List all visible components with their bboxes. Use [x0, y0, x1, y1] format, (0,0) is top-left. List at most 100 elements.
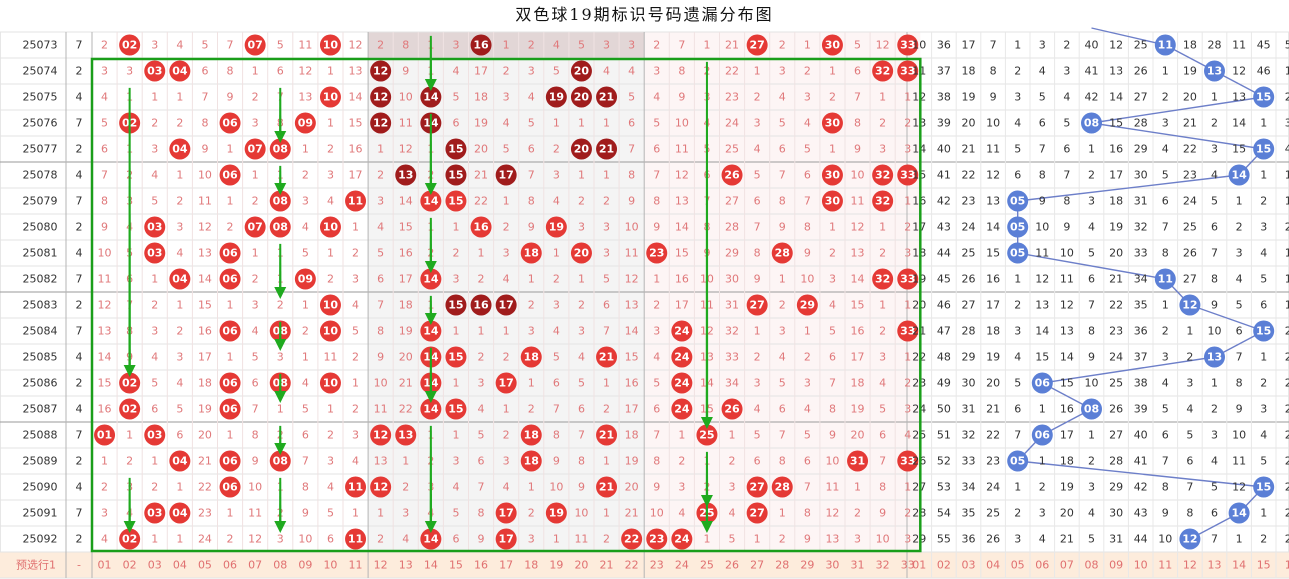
red-miss-value: 3: [126, 65, 133, 78]
red-miss-value: 33: [725, 351, 739, 364]
red-miss-value: 13: [198, 247, 212, 260]
red-ball-number: 33: [900, 325, 915, 338]
red-miss-value: 9: [553, 455, 560, 468]
blue-miss-value: 16: [1060, 403, 1074, 416]
red-miss-value: 1: [302, 299, 309, 312]
blue-miss-value: 2: [1285, 403, 1289, 416]
blue-miss-value: 7: [1088, 299, 1095, 312]
red-miss-value: 10: [198, 169, 212, 182]
red-miss-value: 4: [151, 169, 158, 182]
blue-miss-value: 28: [962, 325, 976, 338]
footer-number: 15: [449, 559, 463, 572]
red-ball: [897, 60, 919, 82]
red-miss-value: 1: [151, 91, 158, 104]
red-miss-value: 1: [252, 247, 259, 260]
blue-miss-value: 26: [1109, 403, 1123, 416]
blue-miss-value: 7: [990, 39, 997, 52]
blue-ball: [1007, 242, 1029, 264]
blue-miss-value: 8: [1039, 169, 1046, 182]
blue-miss-value: 24: [986, 481, 1000, 494]
red-miss-value: 2: [252, 273, 259, 286]
red-miss-value: 12: [399, 143, 413, 156]
red-ball-number: 03: [147, 221, 162, 234]
red-ball-number: 03: [147, 507, 162, 520]
red-miss-value: 8: [201, 117, 208, 130]
red-miss-value: 2: [528, 299, 535, 312]
blue-miss-value: 35: [1134, 299, 1148, 312]
blue-miss-value: 5: [1014, 143, 1021, 156]
red-ball: [596, 138, 618, 160]
red-miss-value: 22: [399, 403, 413, 416]
red-ball-number: 09: [298, 117, 313, 130]
red-miss-value: 5: [754, 169, 761, 182]
blue-miss-value: 13: [986, 195, 1000, 208]
red-miss-value: 6: [101, 143, 108, 156]
blue-miss-value: 50: [937, 403, 951, 416]
red-miss-value: 3: [503, 91, 510, 104]
blue-miss-value: 5: [1014, 377, 1021, 390]
red-miss-value: 2: [879, 325, 886, 338]
red-miss-value: 4: [327, 481, 334, 494]
red-miss-value: 8: [377, 325, 384, 338]
red-miss-value: 2: [829, 247, 836, 260]
footer-number: 33: [901, 559, 915, 572]
blue-miss-value: 1: [1039, 403, 1046, 416]
red-miss-value: 1: [703, 39, 710, 52]
red-miss-value: 7: [653, 169, 660, 182]
red-miss-value: 2: [352, 351, 359, 364]
red-ball: [119, 398, 141, 420]
red-miss-value: 7: [804, 195, 811, 208]
red-ball-number: 24: [674, 403, 690, 416]
red-miss-value: 30: [725, 273, 739, 286]
red-miss-value: 4: [779, 351, 786, 364]
blue-miss-value: 2: [1211, 403, 1218, 416]
blue-miss-value: 34: [962, 481, 976, 494]
red-miss-value: 9: [678, 91, 685, 104]
red-miss-value: 1: [176, 169, 183, 182]
red-miss-value: 2: [503, 429, 510, 442]
red-miss-value: 6: [779, 403, 786, 416]
red-miss-value: 7: [653, 429, 660, 442]
red-ball-number: 33: [900, 273, 915, 286]
red-miss-value: 18: [198, 377, 212, 390]
red-miss-value: 18: [625, 429, 639, 442]
blue-miss-value: 18: [1183, 39, 1197, 52]
blue-miss-value: 6: [1260, 299, 1267, 312]
red-ball-number: 17: [498, 299, 513, 312]
blue-miss-value: 46: [937, 299, 951, 312]
red-miss-value: 2: [478, 351, 485, 364]
red-ball-number: 12: [373, 429, 388, 442]
blue-miss-value: 6: [1014, 403, 1021, 416]
red-miss-value: 1: [553, 533, 560, 546]
red-miss-value: 1: [578, 169, 585, 182]
red-miss-value: 9: [829, 429, 836, 442]
red-miss-value: 3: [904, 403, 911, 416]
blue-miss-value: 9: [1211, 299, 1218, 312]
red-miss-value: 9: [628, 195, 635, 208]
footer-number: 31: [851, 559, 865, 572]
red-miss-value: 1: [779, 507, 786, 520]
red-miss-value: 3: [402, 507, 409, 520]
red-miss-value: 2: [603, 533, 610, 546]
red-miss-value: 3: [277, 351, 284, 364]
blue-miss-value: 43: [1134, 507, 1148, 520]
blue-miss-value: 4: [1236, 273, 1243, 286]
blue-miss-value: 13: [1035, 299, 1049, 312]
red-ball: [520, 424, 542, 446]
red-ball-number: 21: [599, 91, 614, 104]
red-miss-value: 1: [553, 117, 560, 130]
red-miss-value: 7: [302, 455, 309, 468]
red-miss-value: 1: [176, 299, 183, 312]
red-miss-value: 8: [402, 39, 409, 52]
blue-ball: [1007, 190, 1029, 212]
red-miss-value: 12: [625, 273, 639, 286]
blue-miss-value: 21: [986, 403, 1000, 416]
extra-value: 7: [76, 39, 83, 52]
red-ball: [269, 450, 291, 472]
footer-number: 19: [549, 559, 563, 572]
red-miss-value: 9: [201, 143, 208, 156]
blue-miss-value: 1: [1014, 481, 1021, 494]
trend-arrow-shaft: [128, 87, 131, 372]
red-miss-value: 6: [302, 429, 309, 442]
red-miss-value: 13: [98, 325, 112, 338]
